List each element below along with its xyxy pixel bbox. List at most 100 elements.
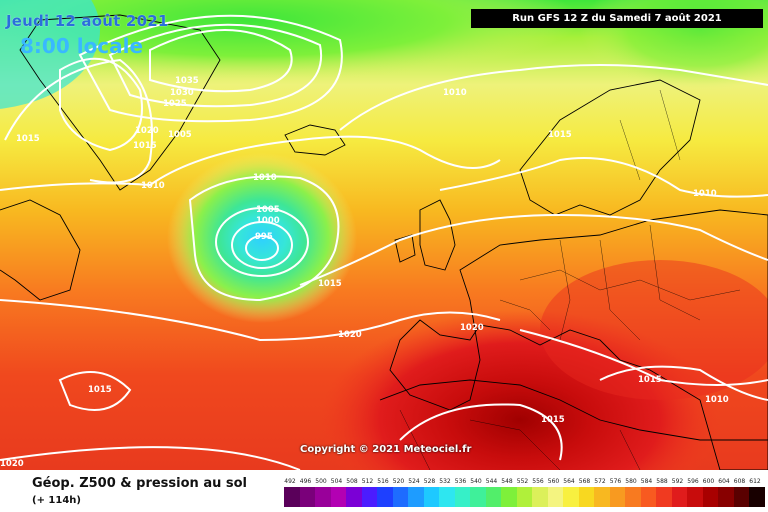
scale-tick-label: 500 <box>315 478 327 485</box>
isobar-1010-southeast <box>599 365 768 401</box>
ireland-coast <box>394 234 416 263</box>
isobar-1020-west <box>59 57 143 152</box>
scale-tick-label: 536 <box>454 478 467 485</box>
scale-tick-label: 564 <box>563 478 575 485</box>
isobar-1020-south <box>0 446 301 470</box>
scale-tick-label: 588 <box>656 478 668 485</box>
isobar-label: 1000 <box>256 216 280 226</box>
isobar-1010-low <box>188 175 340 302</box>
isobar-label: 995 <box>255 232 273 242</box>
map-title: Géop. Z500 & pression au sol <box>32 476 247 491</box>
britain-coast <box>419 199 456 271</box>
scale-tick-label: 496 <box>299 478 312 485</box>
scale-tick-label: 516 <box>377 478 389 485</box>
border-line <box>649 224 701 321</box>
scale-tick-label: 524 <box>408 478 420 485</box>
forecast-time: 8:00 locale <box>20 34 144 58</box>
scale-color-swatch <box>299 487 315 507</box>
scale-tick-label: 556 <box>532 478 544 485</box>
scale-color-swatch <box>749 487 765 507</box>
scale-tick-label: 532 <box>439 478 451 485</box>
forecast-lead-time: (+ 114h) <box>32 495 81 506</box>
isobar-label: 1015 <box>16 134 40 144</box>
scale-color-swatch <box>516 487 532 507</box>
isobar-label: 1010 <box>693 189 717 199</box>
scale-tick-label: 604 <box>718 478 730 485</box>
isobar-1015-north <box>4 58 153 184</box>
scale-color-swatch <box>392 487 408 507</box>
isobars <box>0 14 768 470</box>
isobar-1020-mid <box>0 299 501 342</box>
scale-color-swatch <box>485 487 501 507</box>
isobar-label: 1020 <box>338 330 362 340</box>
border-line <box>399 409 431 470</box>
isobar-label: 1005 <box>168 130 192 140</box>
scale-tick-label: 560 <box>547 478 560 485</box>
isobar-label: 1025 <box>163 99 187 109</box>
model-run-label: Run GFS 12 Z du Samedi 7 août 2021 <box>471 9 763 28</box>
scale-tick-label: 540 <box>470 478 482 485</box>
isobar-1010-east <box>439 157 768 198</box>
border-line <box>619 119 641 181</box>
isobar-1000 <box>231 221 293 269</box>
scale-tick-label: 512 <box>361 478 374 485</box>
border-line <box>559 239 571 341</box>
scale-tick-label: 528 <box>423 478 436 485</box>
border-line <box>599 239 641 341</box>
scale-color-swatch <box>640 487 656 507</box>
border-line <box>499 299 551 331</box>
scale-color-swatch <box>346 487 362 507</box>
scale-tick-label: 520 <box>392 478 405 485</box>
northwest-cyan-zone <box>0 0 100 109</box>
isobar-1015-southwest <box>58 371 132 411</box>
scale-color-swatch <box>315 487 331 507</box>
scale-color-swatch <box>594 487 610 507</box>
scale-tick-label: 544 <box>485 478 498 485</box>
isobar-1030 <box>108 23 323 108</box>
scale-color-swatch <box>671 487 687 507</box>
scale-color-swatch <box>563 487 579 507</box>
border-line <box>469 419 561 470</box>
scale-color-swatch <box>439 487 455 507</box>
isobar-label: 1015 <box>318 279 342 289</box>
scale-tick-label: 596 <box>687 478 699 485</box>
scale-tick-label: 584 <box>640 478 653 485</box>
geopotential-map: 1035 1030 1025 1020 1015 1005 1010 1015 … <box>0 0 768 470</box>
scale-tick-label: 492 <box>284 478 296 485</box>
isobar-label: 1015 <box>133 141 157 151</box>
scale-color-swatch <box>718 487 734 507</box>
isobar-label: 1015 <box>541 415 565 425</box>
iceland-coast <box>284 124 346 156</box>
isobar-1010-arc <box>339 64 768 131</box>
isobar-label: 1035 <box>175 76 199 86</box>
greenland-coast <box>19 14 221 191</box>
isobar-1010-north <box>0 135 501 191</box>
isobar-label: 1020 <box>135 126 159 136</box>
isobar-1015-east <box>519 329 768 386</box>
scale-tick-label: 568 <box>578 478 591 485</box>
isobar-labels: 1035 1030 1025 1020 1015 1005 1010 1015 … <box>0 76 729 469</box>
isobar-label: 1030 <box>170 88 194 98</box>
scale-tick-label: 612 <box>749 478 761 485</box>
isobar-label: 1010 <box>443 88 467 98</box>
scale-tick-label: 608 <box>733 478 746 485</box>
scale-color-swatch <box>408 487 424 507</box>
borders <box>399 89 741 470</box>
isobar-1035 <box>149 29 293 93</box>
east-heat-zone <box>540 260 768 400</box>
isobar-label: 1015 <box>638 375 662 385</box>
scale-tick-label: 572 <box>594 478 606 485</box>
scale-color-swatch <box>470 487 486 507</box>
scale-color-swatch <box>687 487 703 507</box>
scale-color-swatch <box>532 487 548 507</box>
scale-color-swatch <box>361 487 377 507</box>
scale-color-swatch <box>330 487 346 507</box>
isobar-1005 <box>215 207 309 277</box>
labrador-coast <box>0 199 81 301</box>
scale-tick-label: 508 <box>346 478 358 485</box>
scale-color-swatch <box>454 487 470 507</box>
border-line <box>659 89 681 161</box>
scale-color-swatch <box>377 487 393 507</box>
scale-tick-label: 576 <box>609 478 622 485</box>
